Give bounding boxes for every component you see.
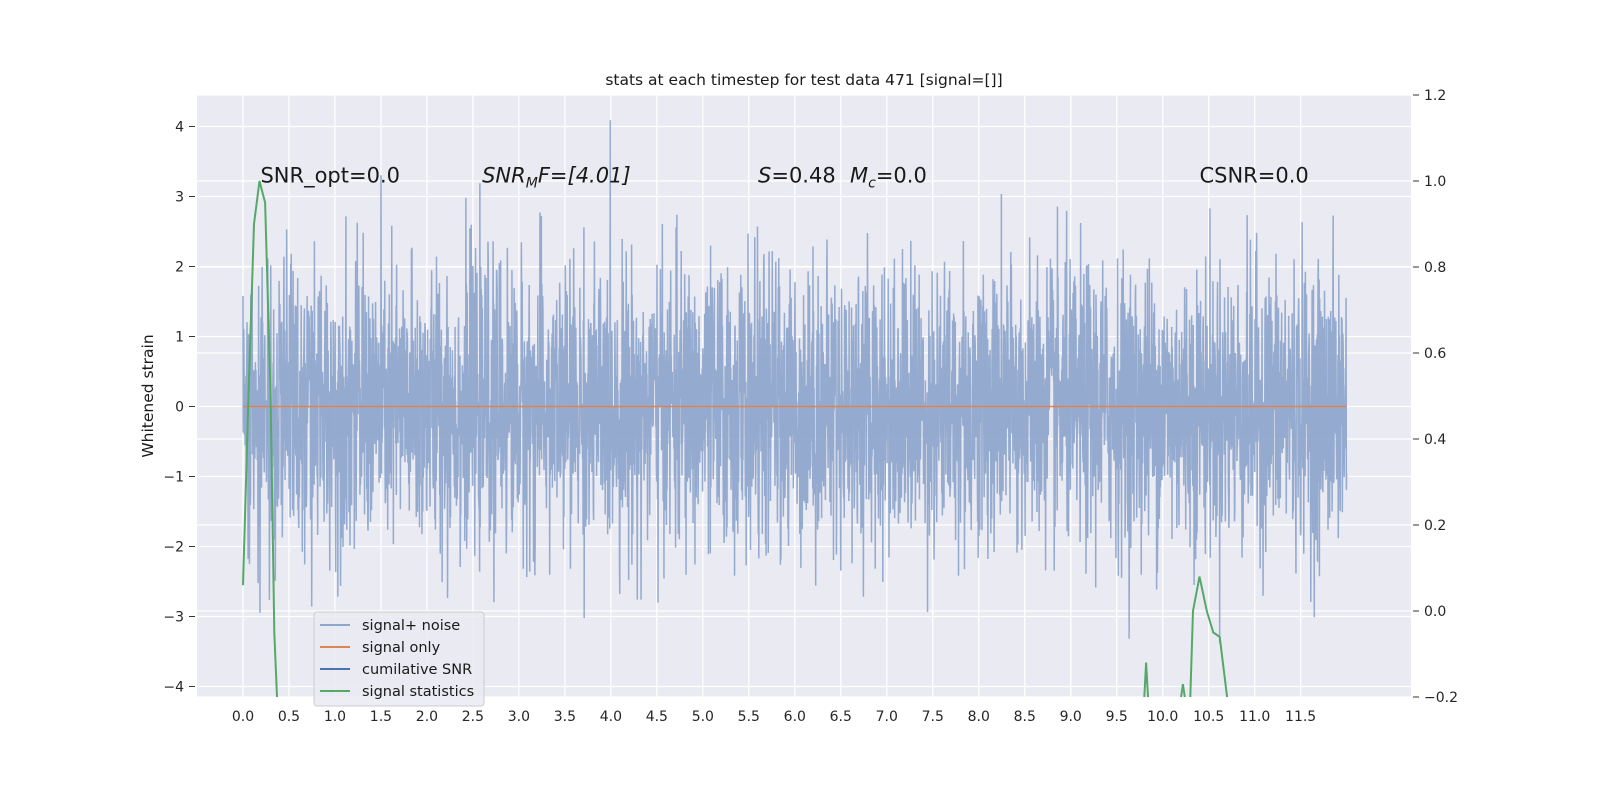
annotation-snr-opt: SNR_opt=0.0	[260, 164, 400, 189]
x-tick-label: 2.5	[462, 709, 484, 725]
annotation-csnr: CSNR=0.0	[1199, 164, 1308, 188]
x-tick-label: 1.0	[324, 709, 346, 725]
x-tick-label: 7.0	[876, 709, 898, 725]
y-tick-label: −1	[163, 470, 184, 486]
x-tick-label: 3.5	[554, 709, 576, 725]
annotation-snr-mf: SNRMF=[4.01]	[482, 164, 631, 192]
y2-tick-label: 0.8	[1424, 260, 1446, 276]
y-tick-label: 1	[175, 330, 184, 346]
y-axis-label: Whitened strain	[139, 334, 157, 457]
legend-label: signal only	[362, 640, 441, 656]
s-var: S	[758, 164, 771, 188]
x-tick-label: 0.0	[232, 709, 254, 725]
y2-tick-label: 0.2	[1424, 518, 1446, 534]
legend-box	[313, 611, 485, 707]
series-signal-noise	[242, 120, 1348, 644]
y2-tick-label: 1.2	[1424, 88, 1446, 104]
x-tick-label: 6.0	[784, 709, 806, 725]
y-tick-label: −2	[163, 540, 184, 556]
y-tick-label: 0	[175, 400, 184, 416]
mc-value: =0.0	[876, 164, 927, 188]
y-tick-label: 4	[175, 120, 184, 136]
x-tick-label: 8.5	[1014, 709, 1036, 725]
mc-sub: c	[868, 176, 876, 192]
chart-title: stats at each timestep for test data 471…	[605, 71, 1002, 89]
x-tick-label: 11.5	[1285, 709, 1316, 725]
y2-tick-label: 0.4	[1424, 432, 1446, 448]
x-tick-label: 9.5	[1106, 709, 1128, 725]
series-signal-statistics	[1189, 576, 1229, 697]
y2-tick-label: 0.0	[1424, 604, 1446, 620]
axes: 0.0 0.5 1.0 1.5 2.0 2.5 3.0 3.5 4.0 4.5 5.0 5.5 6.0 6…	[163, 88, 1458, 725]
legend-label: signal statistics	[362, 684, 474, 700]
legend: signal+ noise signal only cumilative SNR si…	[313, 611, 485, 707]
y-tick-label: 3	[175, 190, 184, 206]
snr-mf-sub: M	[526, 176, 538, 192]
y-tick-label: −3	[163, 610, 184, 626]
s-value: =0.48	[771, 164, 835, 188]
series-signal-statistics	[1180, 683, 1186, 697]
y2-tick-label: 0.6	[1424, 346, 1446, 362]
x-tick-label: 9.0	[1060, 709, 1082, 725]
x-tick-label: 4.5	[646, 709, 668, 725]
x-tick-label: 1.5	[370, 709, 392, 725]
y2-tick-label: 1.0	[1424, 174, 1446, 190]
x-tick-label: 7.5	[922, 709, 944, 725]
x-tick-label: 10.0	[1147, 709, 1178, 725]
x-tick-label: 5.0	[692, 709, 714, 725]
annotation-mc: Mc=0.0	[850, 164, 927, 192]
y-tick-label: −4	[163, 680, 184, 696]
series-signal-statistics	[242, 180, 278, 697]
series-layer	[242, 120, 1348, 697]
x-tick-label: 11.0	[1239, 709, 1270, 725]
x-tick-label: 8.0	[968, 709, 990, 725]
snr-mf-rest: F=[4.01]	[538, 164, 631, 188]
y2-tick-label: −0.2	[1424, 690, 1458, 706]
y-tick-label: 2	[175, 260, 184, 276]
mc-var: M	[850, 164, 868, 188]
x-tick-label: 10.5	[1193, 709, 1224, 725]
x-tick-label: 4.0	[600, 709, 622, 725]
annotation-s: S=0.48	[758, 164, 836, 188]
x-tick-label: 3.0	[508, 709, 530, 725]
legend-label: cumilative SNR	[362, 662, 472, 678]
x-tick-label: 0.5	[278, 709, 300, 725]
series-signal-statistics	[1143, 662, 1149, 697]
x-tick-label: 6.5	[830, 709, 852, 725]
legend-label: signal+ noise	[362, 618, 460, 634]
x-tick-label: 5.5	[738, 709, 760, 725]
x-tick-label: 2.0	[416, 709, 438, 725]
snr-mf-var: SNR	[482, 164, 526, 188]
